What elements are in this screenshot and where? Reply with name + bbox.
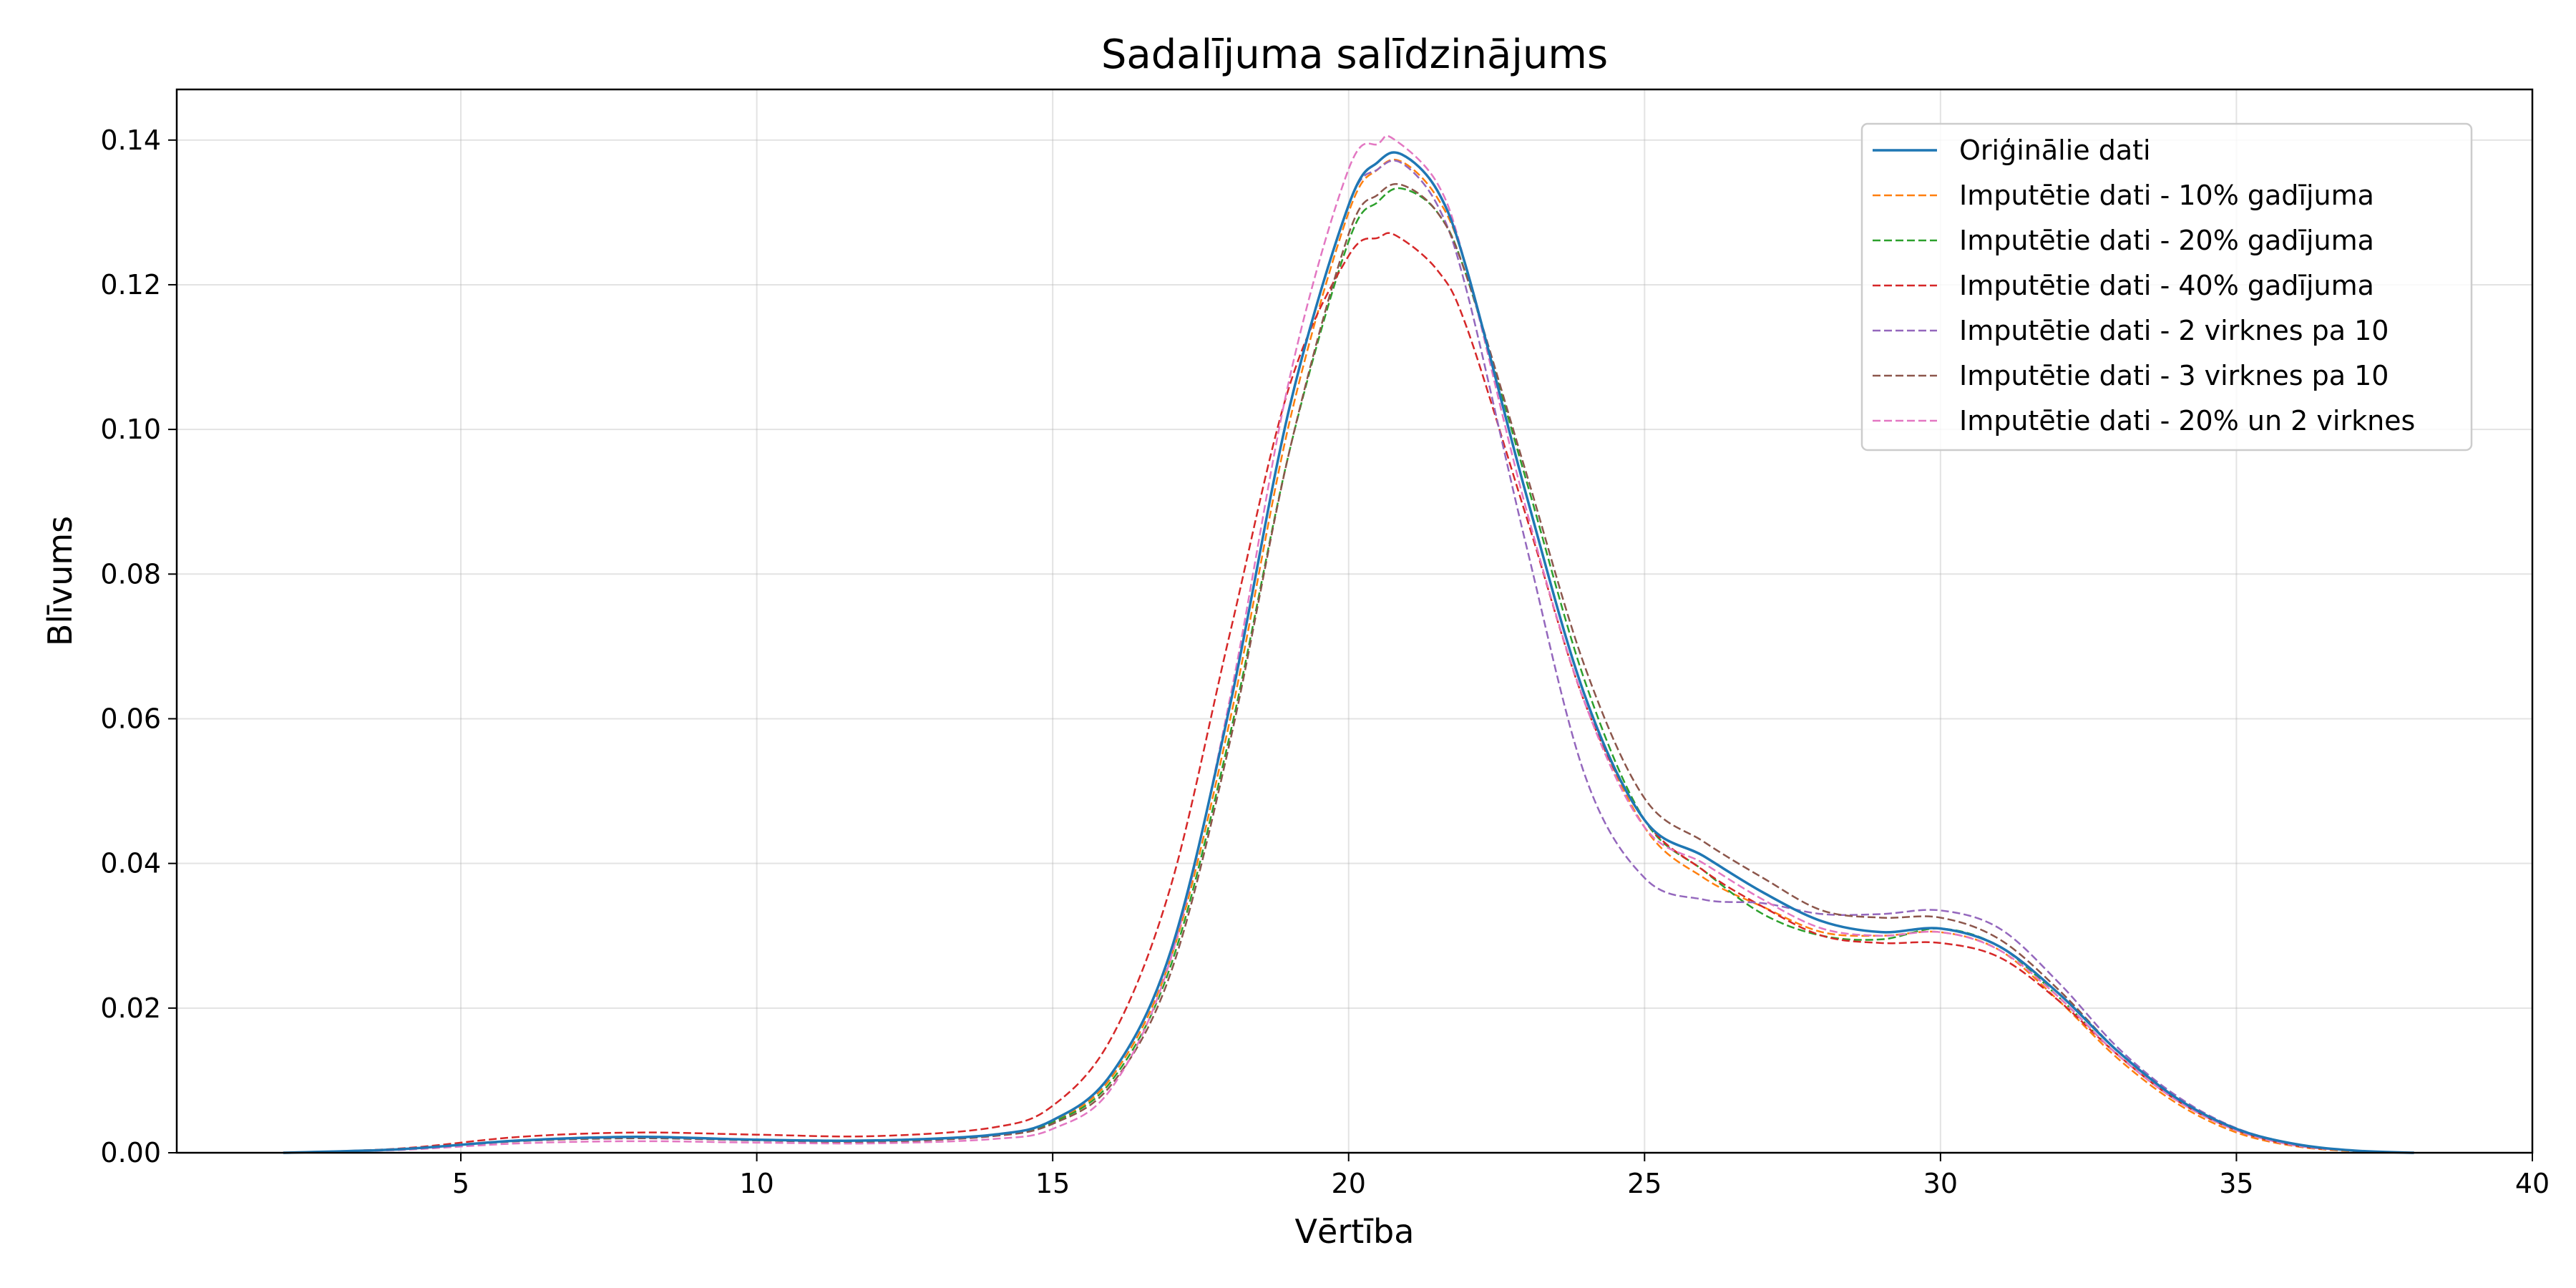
series-line-4 (283, 232, 2414, 1154)
x-tick-label: 25 (1627, 1168, 1662, 1199)
series-line-7 (283, 135, 2414, 1154)
y-axis-label: Blīvums (41, 516, 79, 646)
x-tick-label: 15 (1035, 1168, 1070, 1199)
x-tick-label: 30 (1923, 1168, 1958, 1199)
legend-label: Imputētie dati - 40% gadījuma (1959, 270, 2374, 301)
x-tick-label: 10 (739, 1168, 774, 1199)
y-axis-ticks: 0.00 0.02 0.04 0.06 0.08 0.10 0.12 0.14 (100, 125, 177, 1169)
y-tick-label: 0.00 (100, 1137, 161, 1169)
x-tick-label: 20 (1332, 1168, 1366, 1199)
plot-frame (175, 88, 2534, 1154)
y-tick-label: 0.12 (100, 269, 161, 301)
y-tick-label: 0.08 (100, 558, 161, 590)
legend-label: Oriģinālie dati (1959, 135, 2151, 166)
legend-label: Imputētie dati - 10% gadījuma (1959, 180, 2374, 211)
x-axis-ticks: 5 10 15 20 25 30 35 40 (452, 1153, 2550, 1199)
y-tick-label: 0.02 (100, 992, 161, 1024)
legend-label: Imputētie dati - 2 virknes pa 10 (1959, 315, 2389, 346)
legend-label: Imputētie dati - 3 virknes pa 10 (1959, 360, 2389, 391)
legend: Oriģinālie dati Imputētie dati - 10% gadī… (1860, 122, 2473, 452)
x-axis-label: Vērtība (1295, 1212, 1415, 1251)
legend-label: Imputētie dati - 20% gadījuma (1959, 225, 2374, 256)
y-tick-label: 0.06 (100, 703, 161, 734)
legend-items: Oriģinālie dati Imputētie dati - 10% gadī… (1873, 135, 2415, 436)
legend-box (1860, 122, 2473, 452)
x-tick-label: 5 (452, 1168, 469, 1199)
x-tick-label: 40 (2515, 1168, 2550, 1199)
series-line-6 (283, 182, 2414, 1154)
y-tick-label: 0.14 (100, 125, 161, 156)
y-tick-label: 0.10 (100, 414, 161, 445)
chart-title: Sadalījuma salīdzinājums (1101, 31, 1608, 78)
y-tick-label: 0.04 (100, 848, 161, 879)
x-tick-label: 35 (2219, 1168, 2253, 1199)
plot-lines (283, 135, 2414, 1154)
legend-label: Imputētie dati - 20% un 2 virknes (1959, 405, 2415, 436)
series-line-1 (283, 151, 2414, 1154)
